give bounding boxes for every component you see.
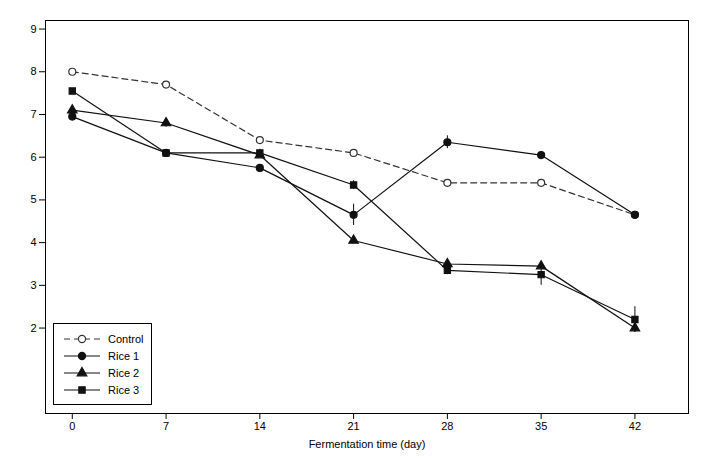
svg-text:5: 5 (30, 193, 36, 205)
svg-text:21: 21 (347, 420, 359, 432)
svg-text:Fermentation time (day): Fermentation time (day) (309, 438, 426, 450)
html-text:Control: Control (108, 332, 144, 345)
html-text:Rice 3: Rice 3 (108, 383, 140, 396)
svg-text:7: 7 (30, 108, 36, 120)
svg-text:8: 8 (30, 65, 36, 77)
svg-text:9: 9 (30, 23, 36, 35)
svg-text:0: 0 (69, 420, 75, 432)
svg-text:2: 2 (30, 322, 36, 334)
svg-text:3: 3 (30, 279, 36, 291)
svg-text:14: 14 (254, 420, 266, 432)
svg-text:6: 6 (30, 151, 36, 163)
svg-text:28: 28 (441, 420, 453, 432)
svg-text:35: 35 (535, 420, 547, 432)
svg-text:4: 4 (30, 236, 36, 248)
html-text:Rice 1: Rice 1 (108, 349, 140, 362)
svg-text:42: 42 (629, 420, 641, 432)
svg-text:7: 7 (163, 420, 169, 432)
html-text:Rice 2: Rice 2 (108, 366, 140, 379)
